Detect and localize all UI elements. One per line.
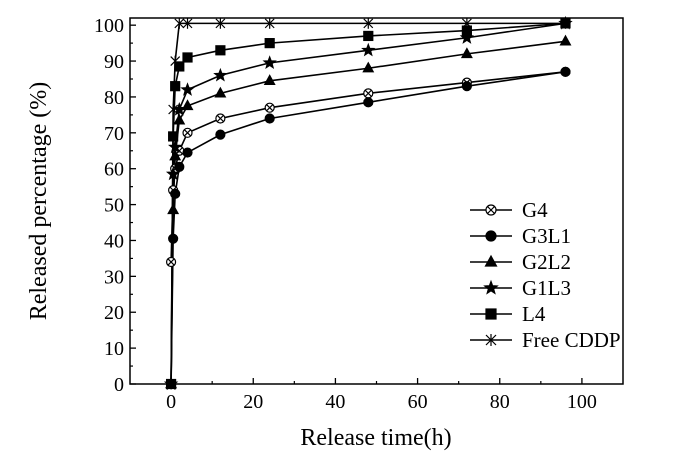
point-free-cddp bbox=[363, 17, 374, 29]
legend-label-g2l2: G2L2 bbox=[522, 250, 571, 274]
legend-marker-g2l2 bbox=[484, 254, 498, 267]
y-tick-label: 10 bbox=[104, 338, 124, 360]
legend-marker-g1l3 bbox=[483, 279, 499, 295]
point-l4 bbox=[174, 61, 185, 72]
point-g2l2 bbox=[173, 113, 186, 125]
y-tick-label: 60 bbox=[104, 159, 124, 181]
point-g4 bbox=[165, 256, 177, 268]
point-g2l2 bbox=[263, 74, 276, 85]
point-g4 bbox=[182, 127, 193, 138]
point-g3l1 bbox=[363, 97, 374, 108]
y-tick-label: 70 bbox=[104, 123, 124, 145]
legend-label-g3l1: G3L1 bbox=[522, 224, 571, 248]
point-g2l2 bbox=[214, 86, 227, 98]
x-tick-label: 20 bbox=[243, 391, 263, 413]
point-g2l2 bbox=[169, 149, 182, 161]
point-g1l3 bbox=[361, 42, 376, 57]
point-g4 bbox=[264, 102, 275, 113]
point-l4 bbox=[264, 38, 275, 49]
legend-marker-free-cddp bbox=[485, 334, 497, 346]
legend-marker-l4 bbox=[485, 308, 497, 320]
point-g1l3 bbox=[165, 166, 181, 181]
point-l4 bbox=[215, 45, 226, 56]
point-g1l3 bbox=[459, 30, 475, 44]
point-l4 bbox=[170, 81, 181, 92]
legend-marker-g3l1 bbox=[485, 230, 497, 242]
point-g3l1 bbox=[264, 113, 275, 124]
point-g2l2 bbox=[167, 203, 180, 215]
point-g3l1 bbox=[182, 147, 193, 158]
x-tick-label: 80 bbox=[490, 391, 510, 413]
y-tick-label: 40 bbox=[104, 230, 124, 252]
legend-label-g1l3: G1L3 bbox=[522, 276, 571, 300]
x-tick-label: 100 bbox=[567, 391, 597, 413]
point-g3l1 bbox=[215, 129, 226, 140]
series-line-free-cddp bbox=[170, 22, 566, 385]
point-g3l1 bbox=[560, 66, 571, 77]
point-g1l3 bbox=[168, 139, 183, 154]
point-free-cddp bbox=[461, 17, 472, 29]
point-g2l2 bbox=[559, 34, 572, 46]
point-free-cddp bbox=[215, 17, 226, 29]
y-tick-label: 50 bbox=[104, 195, 124, 217]
series-line-g3l1 bbox=[170, 71, 566, 385]
legend-label-l4: L4 bbox=[522, 302, 546, 326]
point-l4 bbox=[168, 131, 179, 142]
point-free-cddp bbox=[174, 17, 185, 29]
y-tick-label: 90 bbox=[104, 51, 124, 73]
y-tick-label: 0 bbox=[114, 374, 124, 396]
y-tick-label: 80 bbox=[104, 87, 124, 109]
x-tick-label: 40 bbox=[325, 391, 345, 413]
point-g2l2 bbox=[460, 47, 473, 59]
point-free-cddp bbox=[264, 17, 275, 29]
y-tick-label: 100 bbox=[94, 15, 124, 37]
point-g4 bbox=[363, 88, 374, 99]
point-g1l3 bbox=[262, 55, 277, 69]
point-free-cddp bbox=[168, 104, 179, 115]
legend-marker-g4 bbox=[485, 204, 497, 216]
point-g1l3 bbox=[213, 67, 228, 82]
point-g3l1 bbox=[170, 188, 181, 199]
point-g3l1 bbox=[168, 233, 179, 244]
y-tick-label: 20 bbox=[104, 302, 124, 324]
y-tick-label: 30 bbox=[104, 266, 124, 288]
point-free-cddp bbox=[560, 17, 571, 29]
legend-label-free-cddp: Free CDDP bbox=[522, 328, 621, 352]
x-tick-label: 60 bbox=[408, 391, 428, 413]
x-axis-title: Release time(h) bbox=[300, 425, 451, 451]
axes: 0 20 40 60 80 100 0 10 20 30 40 50 60 70 80 90 100 bbox=[94, 15, 597, 413]
series-line-g1l3 bbox=[170, 22, 566, 385]
point-free-cddp bbox=[170, 55, 181, 67]
series-markers bbox=[163, 15, 573, 391]
point-g4 bbox=[215, 113, 226, 124]
point-g2l2 bbox=[362, 61, 375, 73]
point-g3l1 bbox=[174, 161, 185, 173]
y-axis-title: Released percentage (%) bbox=[26, 82, 52, 321]
point-l4 bbox=[182, 52, 193, 63]
x-tick-label: 0 bbox=[166, 391, 176, 413]
series-lines bbox=[170, 22, 566, 385]
point-l4 bbox=[363, 30, 374, 42]
point-g1l3 bbox=[180, 82, 195, 96]
series-line-g2l2 bbox=[170, 40, 566, 385]
point-free-cddp bbox=[182, 17, 193, 29]
point-g3l1 bbox=[461, 81, 472, 92]
legend-label-g4: G4 bbox=[522, 198, 548, 222]
series-line-l4 bbox=[170, 22, 566, 385]
